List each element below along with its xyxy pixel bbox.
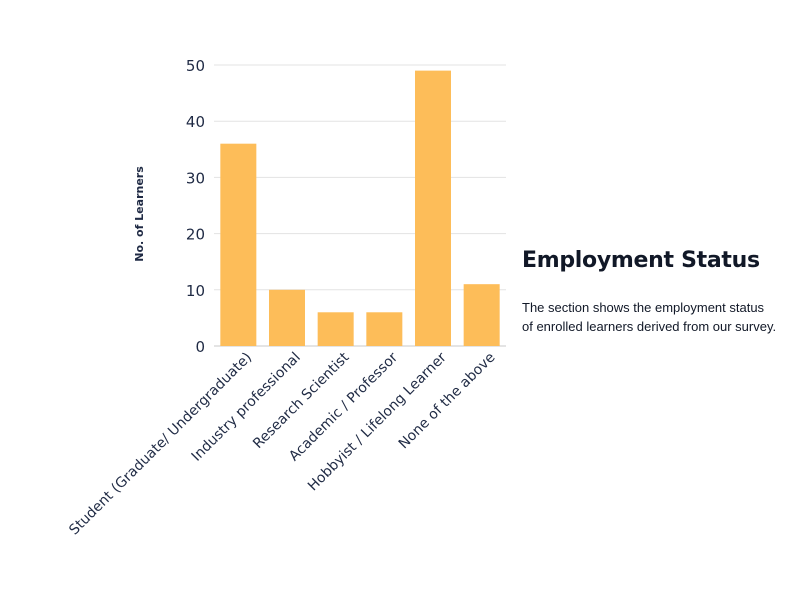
description-line-2: of enrolled learners derived from our su… xyxy=(522,319,777,334)
y-axis-label: No. of Learners xyxy=(133,166,146,262)
y-tick-label: 50 xyxy=(186,57,205,75)
y-tick-label: 20 xyxy=(186,226,205,244)
x-tick-label: Student (Graduate/ Undergraduate) xyxy=(66,350,255,539)
bars xyxy=(220,70,500,347)
description-line-1: The section shows the employment status xyxy=(522,300,765,315)
bar xyxy=(463,284,500,346)
bar xyxy=(317,312,354,346)
x-tick-labels: Student (Graduate/ Undergraduate)Industr… xyxy=(66,349,498,538)
section-description: The section shows the employment status … xyxy=(522,298,792,336)
x-tick-label: Research Scientist xyxy=(250,349,353,452)
y-tick-labels: 0 10 20 30 40 50 xyxy=(186,57,205,356)
x-tick-label: None of the above xyxy=(396,350,499,453)
y-tick-label: 40 xyxy=(186,113,205,131)
y-tick-label: 30 xyxy=(186,169,205,187)
bar xyxy=(366,312,403,346)
y-tick-label: 0 xyxy=(195,338,205,356)
bar xyxy=(220,143,257,346)
section-title: Employment Status xyxy=(522,248,760,273)
y-tick-label: 10 xyxy=(186,282,205,300)
grid-lines xyxy=(214,64,506,347)
bar xyxy=(269,289,305,346)
bar xyxy=(415,70,451,347)
